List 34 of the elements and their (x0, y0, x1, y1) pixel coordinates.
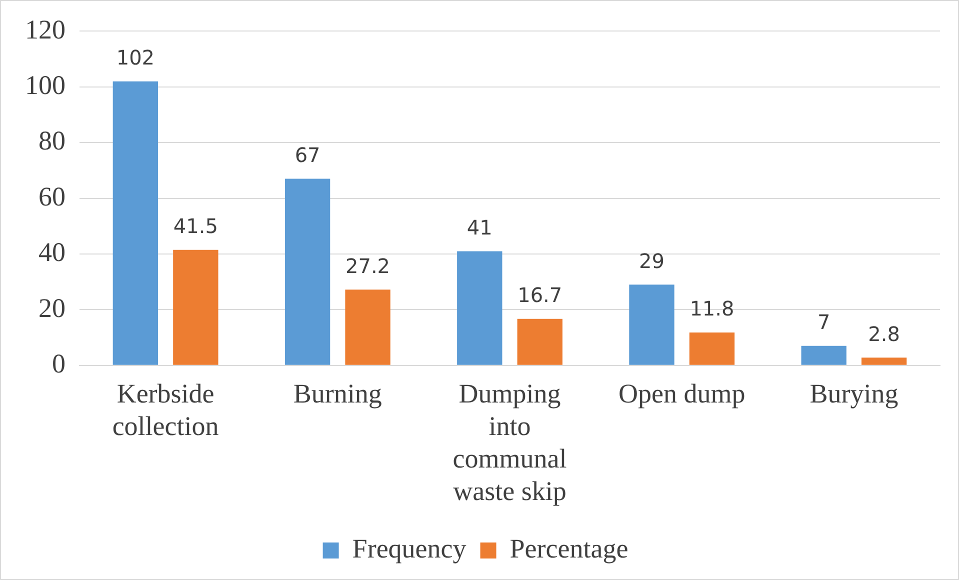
x-tick-label: Burning (293, 378, 382, 409)
bar (689, 332, 735, 365)
data-label: 7 (817, 310, 830, 334)
bar (517, 318, 562, 365)
y-tick-label: 40 (38, 237, 66, 268)
data-label: 41 (466, 215, 492, 240)
x-tick-label: Open dump (618, 378, 746, 409)
bar (112, 81, 158, 365)
data-label: 27.2 (346, 254, 390, 278)
bar (284, 178, 330, 365)
bar (345, 290, 390, 365)
legend-label: Frequency (352, 534, 467, 564)
x-tick-label: Dumping into communal waste skip (452, 378, 567, 506)
y-tick-label: 60 (38, 181, 66, 212)
x-tick-label: Kerbside collection (112, 378, 220, 442)
data-label: 102 (116, 46, 155, 70)
legend-label: Percentage (510, 534, 628, 564)
bar (801, 346, 846, 365)
data-label: 16.7 (518, 283, 562, 308)
data-label: 2.8 (868, 322, 900, 346)
y-tick-label: 100 (25, 70, 66, 100)
bar (173, 250, 218, 365)
y-tick-label: 0 (52, 348, 66, 378)
bar (629, 284, 674, 365)
y-tick-label: 20 (38, 292, 66, 323)
data-label: 67 (294, 143, 320, 168)
data-label: 29 (639, 248, 664, 273)
data-label: 41.5 (173, 214, 218, 238)
y-tick-label: 120 (25, 14, 66, 44)
y-tick-label: 80 (38, 126, 66, 156)
bar (861, 358, 907, 365)
data-label: 11.8 (690, 296, 734, 321)
x-tick-label: Burying (810, 378, 898, 409)
bar (457, 251, 502, 365)
